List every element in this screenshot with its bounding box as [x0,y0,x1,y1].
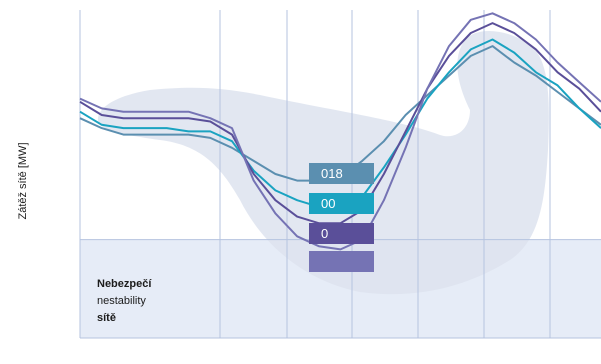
series-label-box [309,193,374,214]
series-label-box [309,163,374,184]
series-label-3: 0 [309,223,374,244]
danger-label-line-1: Nebezpečí [97,278,152,290]
series-label-4 [309,251,374,272]
y-axis-label-text: Zátěž sítě [MW] [17,142,29,220]
danger-label-line-3: sítě [97,312,116,324]
series-label-2: 00 [309,193,374,214]
danger-zone-label: Nebezpečí nestability sítě [97,276,151,327]
series-label-text: 018 [321,166,343,181]
series-line-4 [79,12,601,251]
series-label-box [309,223,374,244]
series-label-1: 018 [309,163,374,184]
series-label-text: 0 [321,226,328,241]
duck-silhouette [97,30,549,295]
series-label-box [309,251,374,272]
y-axis-label: Zátěž sítě [MW] [17,106,29,256]
danger-label-line-2: nestability [97,295,146,307]
series-label-text: 00 [321,196,335,211]
